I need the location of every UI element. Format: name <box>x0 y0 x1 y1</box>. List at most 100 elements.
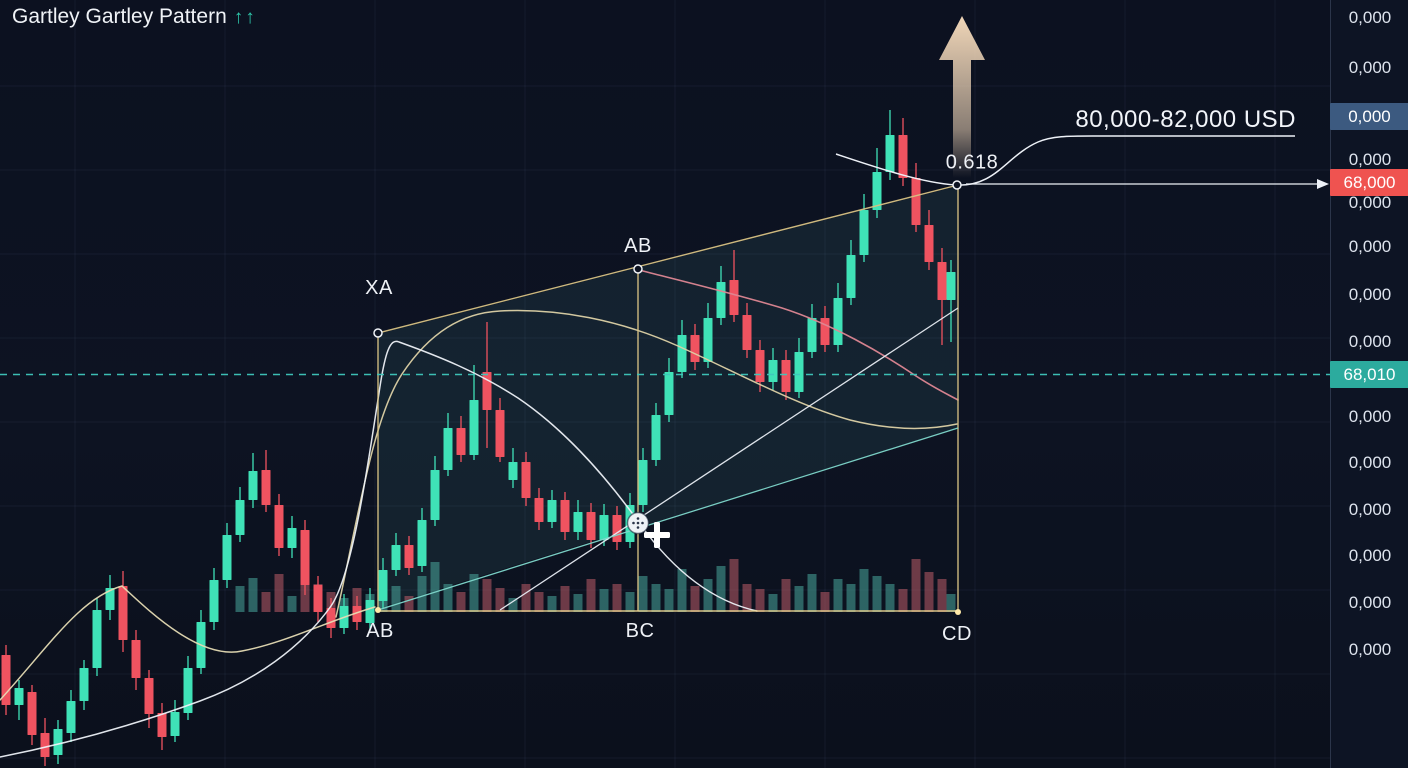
volume-bar <box>638 576 648 612</box>
axis-price-label: 0,000 <box>1348 237 1392 256</box>
volume-bar <box>794 586 804 612</box>
volume-bar <box>235 586 245 612</box>
candle-bullish <box>417 520 427 566</box>
pattern-anchor-ring[interactable] <box>373 328 383 338</box>
candle-bearish <box>40 733 50 757</box>
volume-bar <box>521 584 531 612</box>
pattern-corner-dot[interactable] <box>955 609 961 615</box>
axis-price-label: 0,000 <box>1348 593 1392 612</box>
ma-pink <box>638 269 959 401</box>
handle-dot <box>636 526 640 529</box>
volume-bar <box>599 589 609 612</box>
pattern-corner-dot[interactable] <box>375 607 381 613</box>
candle-bearish <box>937 262 947 300</box>
candle-bullish <box>222 535 232 580</box>
volume-bar <box>820 592 830 612</box>
candle-bullish <box>599 515 609 540</box>
mouse-cursor <box>644 522 670 548</box>
axis-price-label: 0,000 <box>1348 500 1392 519</box>
pattern-label-cd[interactable]: CD <box>942 623 972 645</box>
candle-bearish <box>300 530 310 585</box>
volume-bar <box>469 574 479 612</box>
volume-bar <box>430 562 440 612</box>
handle-dot <box>632 521 635 525</box>
candle-bullish <box>365 600 375 623</box>
candlesticks <box>1 110 956 766</box>
indicator-curves <box>0 269 959 758</box>
axis-price-label: 0,000 <box>1348 150 1392 169</box>
candle-bearish <box>1 655 11 705</box>
pattern-line[interactable] <box>499 307 959 611</box>
candle-bearish <box>898 135 908 178</box>
volume-bar <box>716 566 726 612</box>
breakout-up-arrow-icon <box>939 16 985 178</box>
candle-bearish <box>560 500 570 532</box>
candle-bearish <box>820 318 830 345</box>
drawing-drag-handle[interactable] <box>626 511 650 535</box>
candle-bearish <box>924 225 934 262</box>
candle-bullish <box>235 500 245 535</box>
volume-bar <box>859 569 869 612</box>
pattern-label-ab-bottom[interactable]: AB <box>366 620 394 642</box>
volume-bar <box>391 586 401 612</box>
volume-bar <box>404 596 414 612</box>
axis-price-label: 0,000 <box>1348 8 1392 27</box>
candle-bullish <box>14 688 24 705</box>
candle-bullish <box>807 318 817 352</box>
volume-bar <box>456 592 466 612</box>
handle-dot <box>636 521 640 525</box>
volume-bar <box>946 594 956 612</box>
candle-bearish <box>313 585 323 612</box>
candle-bearish <box>534 498 544 522</box>
candle-bullish <box>885 135 895 172</box>
volume-bar <box>586 579 596 612</box>
candle-bearish <box>118 586 128 640</box>
pattern-anchor-ring[interactable] <box>633 264 643 274</box>
axis-price-label: 0,000 <box>1348 640 1392 659</box>
volume-bar <box>755 589 765 612</box>
candle-bullish <box>92 610 102 668</box>
pattern-point-markers[interactable] <box>373 180 962 615</box>
volume-bar <box>677 569 687 612</box>
trend-up-arrows-icon: ↑↑ <box>233 7 257 28</box>
target-callout-line <box>835 135 1295 186</box>
candle-bullish <box>794 352 804 392</box>
pattern-label-ab-top[interactable]: AB <box>624 235 652 257</box>
candle-bearish <box>911 178 921 225</box>
candle-bullish <box>53 729 63 755</box>
price-axis-scale[interactable]: 0,000 0,000 0,000 0,000 0,000 68,000 0,000 0,00… <box>1330 0 1408 768</box>
fibonacci-level-label[interactable]: 0.618 <box>945 151 999 174</box>
candle-bearish <box>612 515 622 542</box>
handle-dot <box>636 517 640 520</box>
volume-bar <box>495 588 505 612</box>
candle-bearish <box>586 512 596 540</box>
grid <box>0 0 1330 768</box>
volume-bar <box>703 579 713 612</box>
right-arrowhead-icon <box>1317 179 1329 189</box>
volume-bar <box>612 584 622 612</box>
candle-bullish <box>79 668 89 701</box>
pattern-label-bc[interactable]: BC <box>625 620 655 642</box>
pattern-line[interactable] <box>377 427 959 611</box>
volume-bar <box>911 559 921 612</box>
volume-bar <box>729 559 739 612</box>
candle-bullish <box>846 255 856 298</box>
pattern-label-xa[interactable]: XA <box>365 277 393 299</box>
candle-bullish <box>248 471 258 500</box>
candle-bullish <box>651 415 661 460</box>
axis-price-label: 0,000 <box>1348 453 1392 472</box>
price-chart-canvas[interactable] <box>0 0 1332 768</box>
candle-bullish <box>677 335 687 372</box>
pattern-anchor-ring[interactable] <box>952 180 962 190</box>
candle-bullish <box>469 400 479 455</box>
candle-bullish <box>209 580 219 622</box>
candle-bullish <box>703 318 713 362</box>
candle-bearish <box>729 280 739 315</box>
volume-bar <box>781 579 791 612</box>
candle-bullish <box>430 470 440 520</box>
candle-bearish <box>781 360 791 392</box>
gartley-pattern-drawing[interactable] <box>377 184 959 612</box>
price-tag-blue: 0,000 <box>1330 103 1408 130</box>
pattern-title-text: Gartley Gartley Pattern <box>12 5 227 28</box>
pattern-line[interactable] <box>377 184 959 334</box>
